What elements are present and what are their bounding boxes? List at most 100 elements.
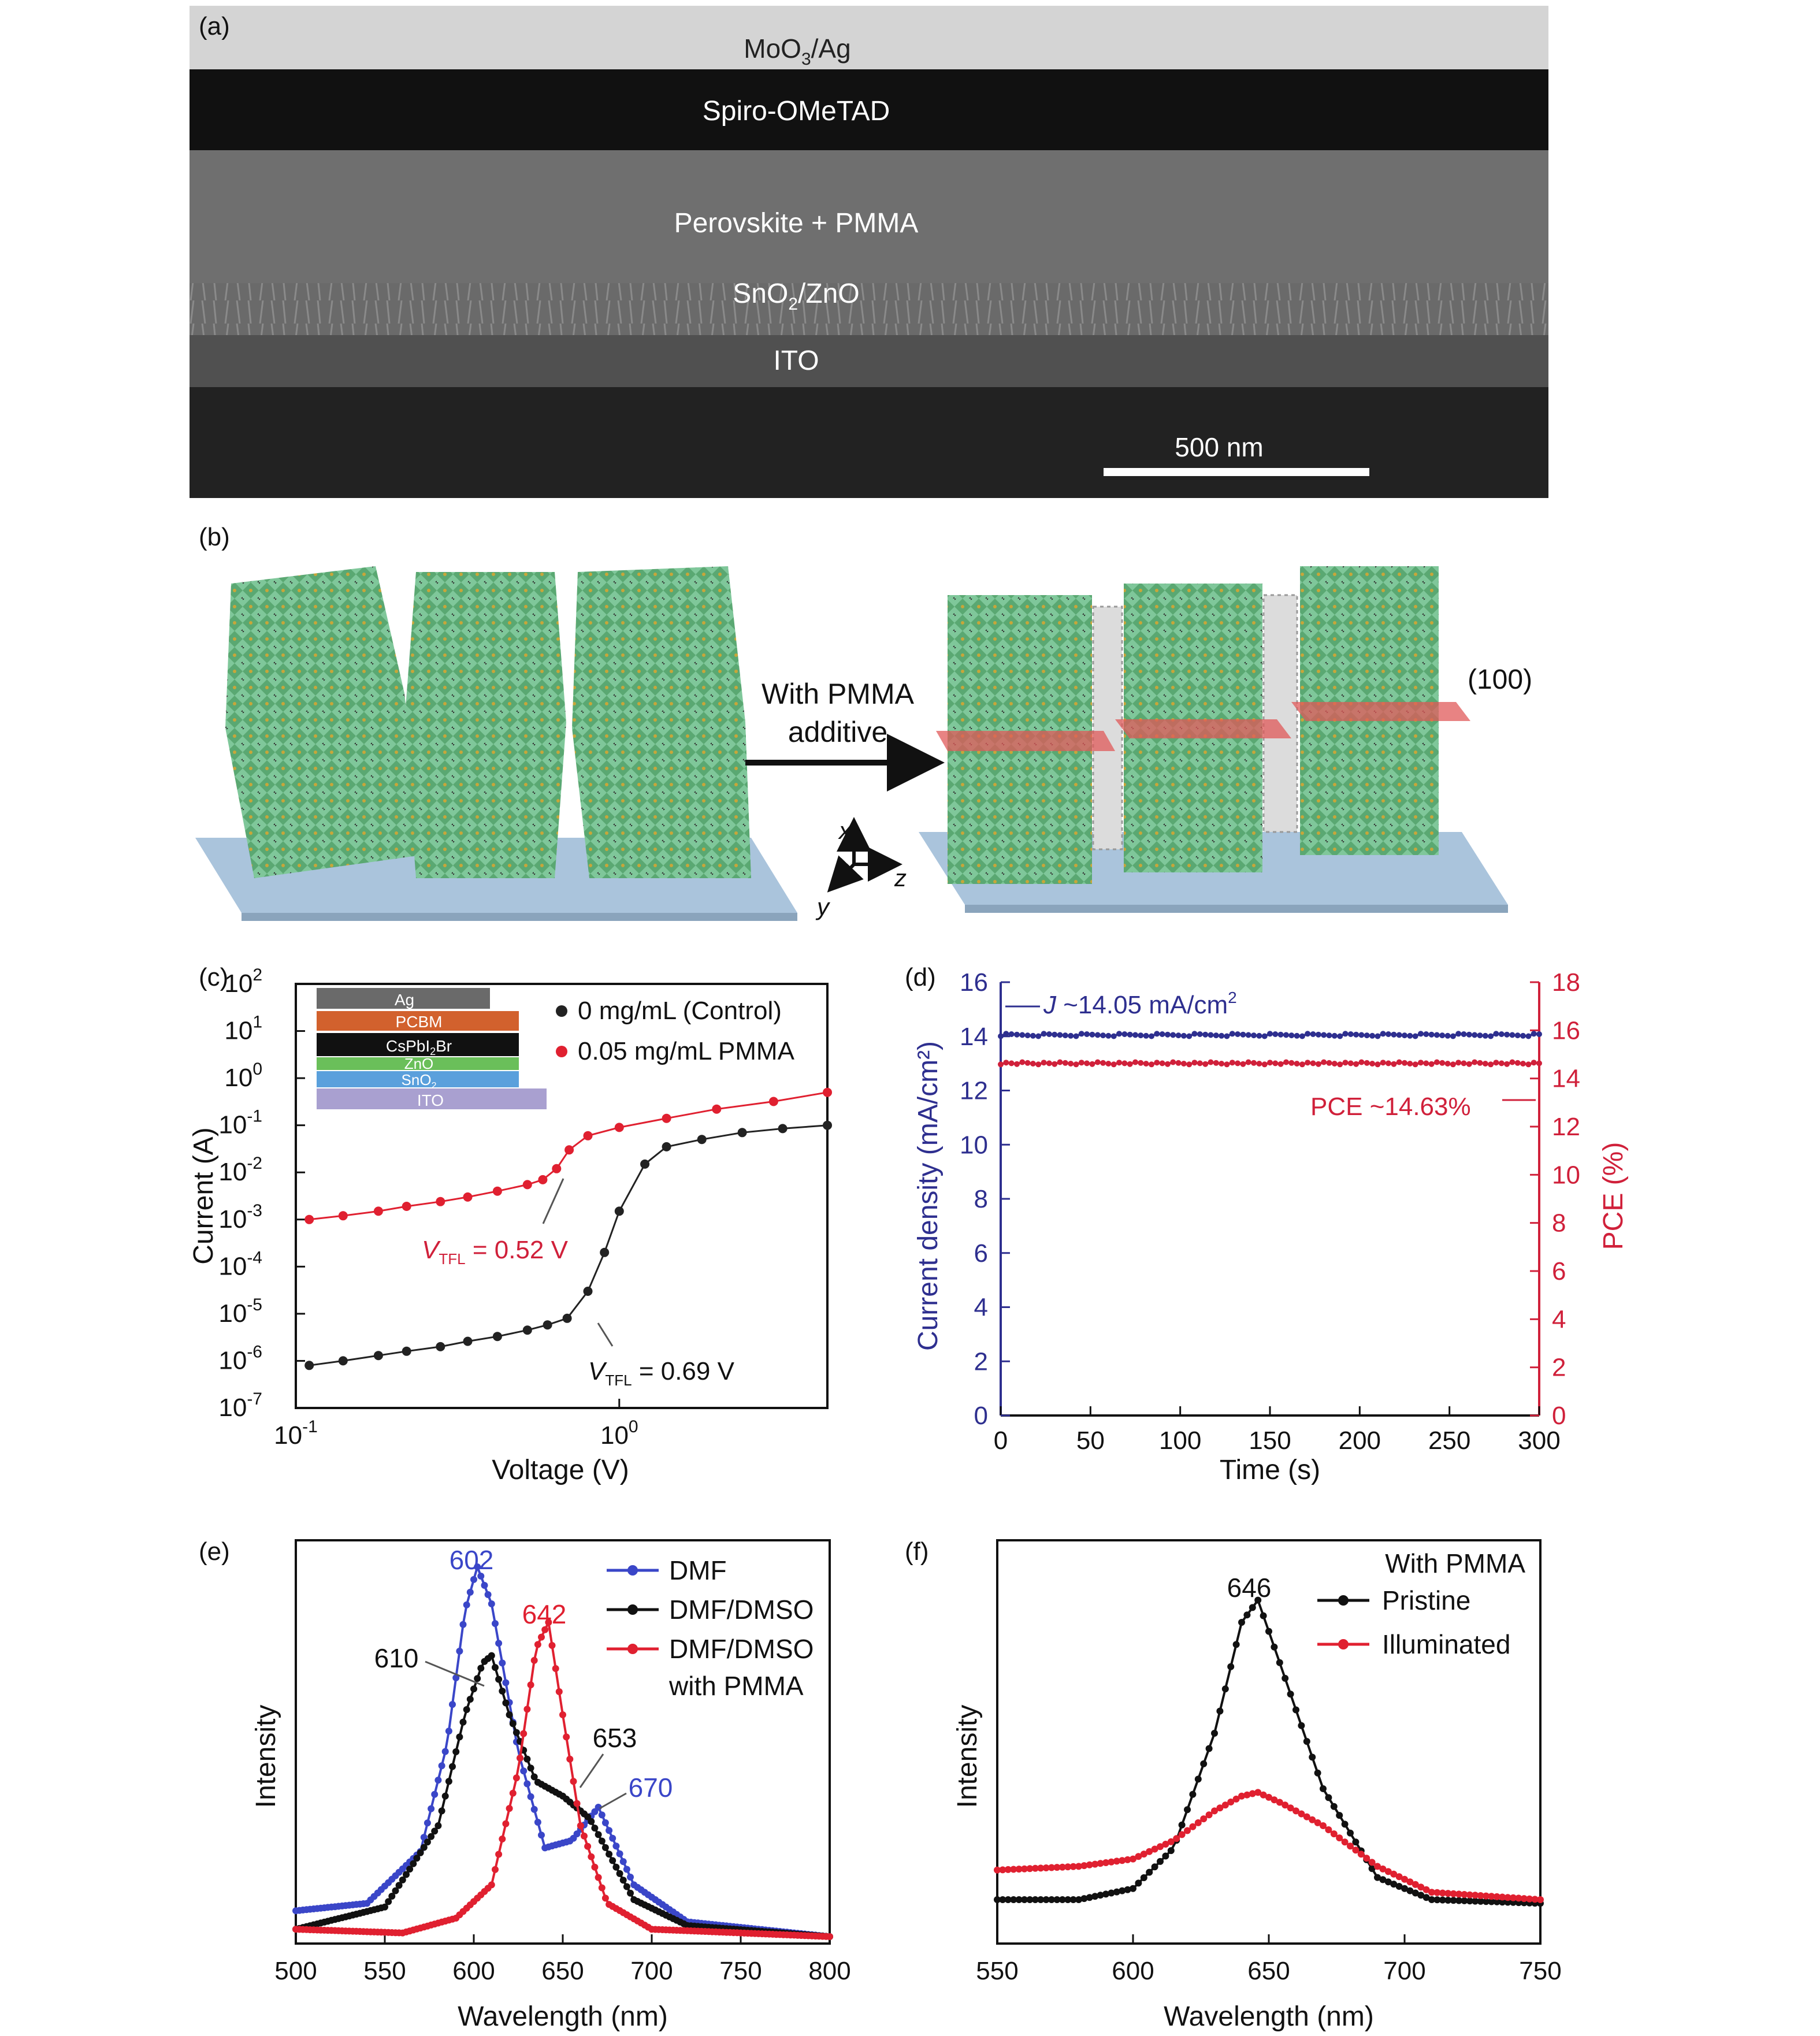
series-pristine-point bbox=[1130, 1885, 1136, 1892]
series-pristine-point bbox=[1015, 1896, 1023, 1903]
series-dmf-dmso-pmma-point bbox=[517, 1754, 524, 1762]
series-dmf-dmso-point bbox=[591, 1825, 599, 1832]
series-illuminated-point bbox=[1194, 1819, 1202, 1826]
series-pce-point bbox=[1261, 1061, 1268, 1068]
series-current-density-point bbox=[1353, 1031, 1360, 1038]
series-current-density-point bbox=[1331, 1032, 1338, 1039]
series-current-density-point bbox=[1299, 1033, 1305, 1039]
series-pristine-point bbox=[1194, 1775, 1202, 1783]
series-pristine-point bbox=[1221, 1685, 1229, 1693]
series-current-density-point bbox=[1482, 1032, 1488, 1039]
series-pristine-point bbox=[1086, 1894, 1093, 1901]
sem-label-spiro: Spiro-OMeTAD bbox=[703, 96, 890, 127]
series-illuminated-point bbox=[1368, 1859, 1376, 1866]
series-dmf-dmso-pmma-point bbox=[595, 1874, 602, 1881]
peak-610: 610 bbox=[374, 1643, 419, 1673]
series-illuminated-point bbox=[1260, 1791, 1267, 1799]
series-illuminated-point bbox=[1526, 1895, 1533, 1903]
series-illuminated-point bbox=[1162, 1841, 1169, 1848]
series-pristine-point bbox=[1184, 1806, 1191, 1814]
series-pristine-point bbox=[1091, 1893, 1099, 1900]
series-pce-point bbox=[1068, 1061, 1074, 1067]
series-illuminated-point bbox=[1080, 1862, 1088, 1870]
panel-label-e: (e) bbox=[199, 1537, 230, 1566]
series-current-density-point bbox=[1100, 1032, 1106, 1039]
series-illuminated-point bbox=[1395, 1873, 1403, 1881]
series-pristine-point bbox=[1422, 1894, 1430, 1901]
chart-d-ytick-right-label: 14 bbox=[1552, 1065, 1580, 1093]
peak-646: 646 bbox=[1227, 1573, 1272, 1603]
chart-c-ytick-label: 102 bbox=[224, 965, 262, 998]
series-pmma-point bbox=[492, 1186, 502, 1196]
series-control-point bbox=[614, 1206, 624, 1216]
legend-e-dmf: DMF bbox=[669, 1555, 727, 1585]
series-pce-point bbox=[1256, 1061, 1262, 1067]
series-pce-point bbox=[1321, 1059, 1327, 1065]
series-dmf-dmso-point bbox=[495, 1675, 503, 1683]
chart-d-ytick-right-label: 6 bbox=[1552, 1257, 1566, 1285]
crystal-tilted-1 bbox=[225, 566, 422, 878]
panel-b-schematic: (b) With PMMA additive x z y (100) bbox=[195, 523, 1532, 921]
series-current-density-point bbox=[1008, 1031, 1015, 1037]
series-illuminated-point bbox=[1184, 1827, 1191, 1834]
series-current-density-point bbox=[1019, 1032, 1026, 1038]
series-pce-point bbox=[1407, 1061, 1413, 1067]
series-pce-point bbox=[1094, 1059, 1101, 1065]
series-pce-point bbox=[1277, 1061, 1284, 1067]
series-illuminated-point bbox=[1466, 1891, 1473, 1898]
plane-100-1 bbox=[936, 731, 1115, 751]
series-illuminated-point bbox=[1401, 1875, 1408, 1883]
series-pce-point bbox=[1164, 1061, 1171, 1067]
inset-label-pcbm: PCBM bbox=[396, 1013, 443, 1031]
substrate-right-edge bbox=[965, 905, 1508, 913]
series-current-density-point bbox=[1466, 1031, 1472, 1038]
series-control-point bbox=[778, 1124, 788, 1134]
sem-metal-layer bbox=[190, 6, 1548, 69]
series-current-density-point bbox=[1046, 1031, 1052, 1037]
inset-layer-cspbi2br bbox=[317, 1033, 519, 1056]
series-dmf-dmso-point bbox=[530, 1773, 538, 1781]
series-current-density-point bbox=[1525, 1033, 1532, 1039]
chart-c-y-ticks: 102 101 100 10-1 10-2 10-3 10-4 10-5 10-6 10-7 bbox=[218, 965, 305, 1422]
legend-marker-control bbox=[556, 1005, 567, 1017]
chart-e-xtick-label: 550 bbox=[363, 1957, 406, 1985]
series-current-density-point bbox=[1364, 1032, 1370, 1039]
series-pristine-point bbox=[1374, 1874, 1381, 1881]
chart-c-ytick-label: 10-2 bbox=[218, 1154, 262, 1186]
series-dmf-dmso-pmma-point bbox=[538, 1633, 545, 1641]
series-current-density-point bbox=[1272, 1031, 1279, 1037]
series-dmf-dmso-point bbox=[499, 1688, 506, 1695]
series-illuminated-point bbox=[1238, 1792, 1245, 1800]
series-pce-point bbox=[1396, 1059, 1402, 1065]
series-current-density-point bbox=[1186, 1033, 1193, 1039]
series-pristine-point bbox=[1390, 1881, 1398, 1888]
series-pce-point bbox=[1504, 1061, 1510, 1067]
series-dmf-dmso-point bbox=[612, 1863, 620, 1871]
series-pmma-point bbox=[712, 1104, 722, 1114]
series-pristine-point bbox=[1292, 1706, 1299, 1714]
series-illuminated-point bbox=[1243, 1791, 1251, 1799]
series-dmf-dmso-point bbox=[623, 1883, 630, 1890]
chart-c-xtick-label: 10-1 bbox=[274, 1417, 318, 1450]
series-illuminated-point bbox=[1472, 1892, 1479, 1899]
series-illuminated-point bbox=[1439, 1889, 1446, 1897]
series-illuminated-line bbox=[997, 1791, 1541, 1901]
series-pce-point bbox=[1299, 1061, 1305, 1068]
series-current-density-point bbox=[1380, 1031, 1386, 1037]
series-control-point bbox=[436, 1342, 445, 1351]
peak-670-pointer bbox=[599, 1792, 627, 1810]
series-current-density-point bbox=[1149, 1033, 1154, 1039]
chart-f-ylabel: Intensity bbox=[952, 1705, 983, 1808]
series-pce-point bbox=[1041, 1060, 1047, 1066]
scalebar bbox=[1104, 468, 1369, 476]
series-pmma-point bbox=[614, 1123, 624, 1132]
pmma-chain-1 bbox=[1092, 605, 1123, 850]
series-pce-point bbox=[1353, 1061, 1360, 1067]
series-dmf-point bbox=[623, 1866, 630, 1873]
series-illuminated-point bbox=[1433, 1889, 1441, 1896]
series-current-density-point bbox=[1229, 1031, 1235, 1037]
series-pce-point bbox=[998, 1061, 1004, 1068]
legend-label-pmma: 0.05 mg/mL PMMA bbox=[578, 1037, 795, 1065]
series-current-density-point bbox=[1520, 1032, 1526, 1039]
